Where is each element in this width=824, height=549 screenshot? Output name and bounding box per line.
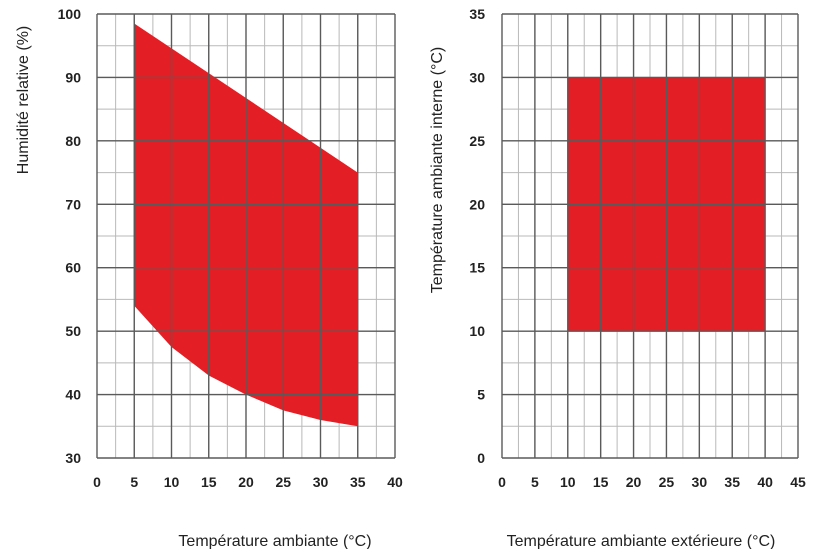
humidity-y-tick-label: 80 [65, 133, 81, 149]
temperature-x-tick-label: 20 [626, 474, 642, 490]
temperature-x-tick-label: 10 [560, 474, 576, 490]
temperature-y-tick-label: 10 [469, 323, 485, 339]
humidity-y-tick-label: 40 [65, 387, 81, 403]
temperature-y-tick-label: 35 [469, 6, 485, 22]
humidity-y-tick-label: 100 [58, 6, 82, 22]
temperature-chart-y-axis-title: Température ambiante interne (°C) [429, 47, 446, 294]
temperature-x-tick-label: 30 [692, 474, 708, 490]
humidity-x-tick-label: 25 [275, 474, 291, 490]
humidity-y-tick-label: 60 [65, 260, 81, 276]
humidity-chart: 0 5 10 15 20 25 30 35 40 30 40 50 60 70 80 90 100 Tempé… [15, 6, 403, 549]
temperature-x-tick-label: 40 [757, 474, 773, 490]
temperature-chart: 0 5 10 15 20 25 30 35 40 45 0 5 10 15 20 25 30 35 Tempér… [429, 6, 806, 549]
temperature-x-tick-label: 25 [659, 474, 675, 490]
humidity-y-tick-label: 70 [65, 196, 81, 212]
temperature-y-tick-label: 20 [469, 196, 485, 212]
temperature-y-tick-label: 25 [469, 133, 485, 149]
humidity-x-tick-label: 15 [201, 474, 217, 490]
humidity-y-tick-label: 30 [65, 450, 81, 466]
temperature-y-tick-label: 30 [469, 69, 485, 85]
temperature-x-tick-label: 35 [724, 474, 740, 490]
temperature-x-tick-label: 45 [790, 474, 806, 490]
temperature-chart-x-axis-title: Température ambiante extérieure (°C) [507, 533, 776, 549]
temperature-y-tick-label: 15 [469, 260, 485, 276]
temperature-x-tick-label: 5 [531, 474, 539, 490]
temperature-chart-major-grid [501, 13, 799, 459]
humidity-y-tick-label: 50 [65, 323, 81, 339]
humidity-y-tick-label: 90 [65, 69, 81, 85]
temperature-y-tick-label: 5 [477, 387, 485, 403]
humidity-x-tick-label: 30 [313, 474, 329, 490]
humidity-chart-x-tick-labels: 0 5 10 15 20 25 30 35 40 [93, 474, 403, 490]
temperature-x-tick-label: 15 [593, 474, 609, 490]
humidity-x-tick-label: 5 [130, 474, 138, 490]
humidity-x-tick-label: 20 [238, 474, 254, 490]
humidity-x-tick-label: 35 [350, 474, 366, 490]
humidity-x-tick-label: 40 [387, 474, 403, 490]
humidity-chart-major-grid [96, 13, 396, 459]
humidity-chart-y-tick-labels: 30 40 50 60 70 80 90 100 [58, 6, 82, 466]
humidity-x-tick-label: 10 [164, 474, 180, 490]
temperature-chart-y-tick-labels: 0 5 10 15 20 25 30 35 [469, 6, 485, 466]
humidity-chart-x-axis-title: Température ambiante (°C) [178, 533, 371, 549]
humidity-x-tick-label: 0 [93, 474, 101, 490]
humidity-chart-y-axis-title: Humidité relative (%) [15, 26, 32, 174]
temperature-x-tick-label: 0 [498, 474, 506, 490]
temperature-y-tick-label: 0 [477, 450, 485, 466]
temperature-chart-x-tick-labels: 0 5 10 15 20 25 30 35 40 45 [498, 474, 806, 490]
